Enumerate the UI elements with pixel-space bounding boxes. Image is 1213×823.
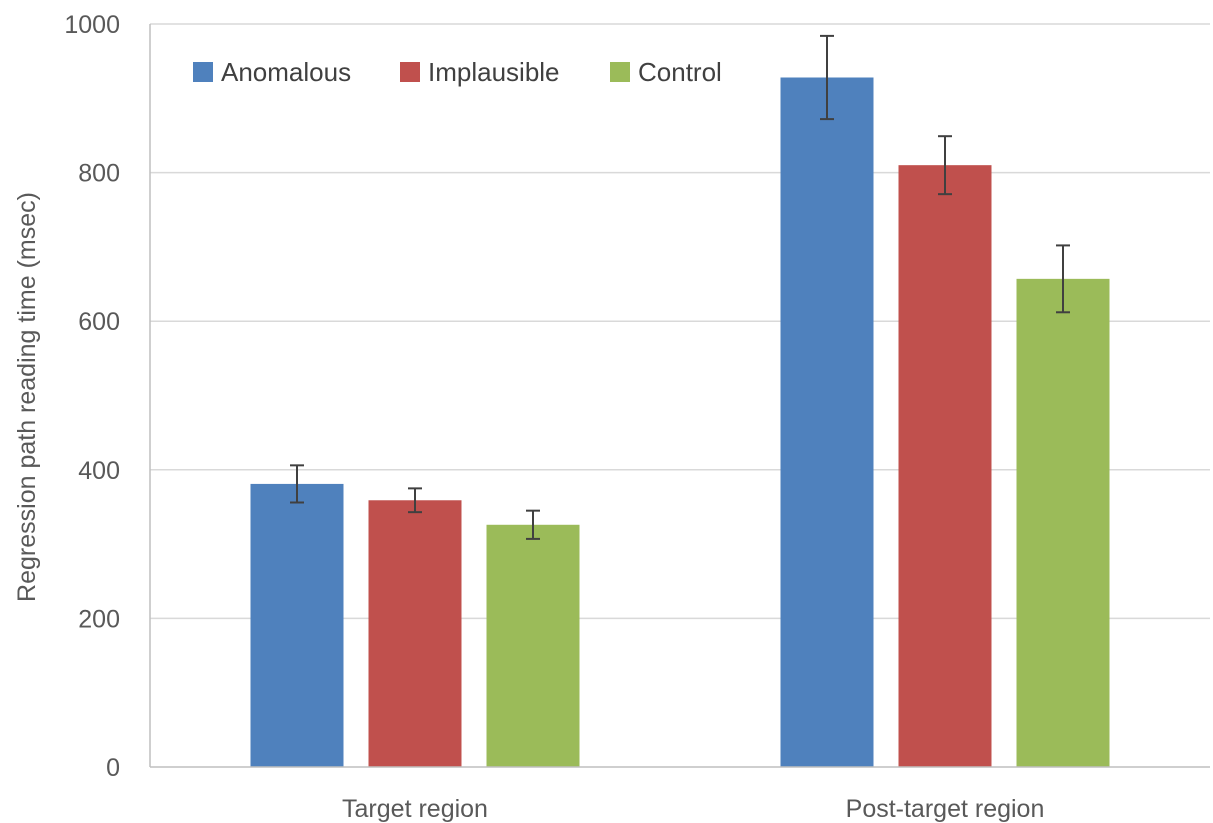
error-bars xyxy=(290,34,1070,540)
legend-swatch-control xyxy=(610,62,630,82)
bars xyxy=(250,77,1110,768)
bar-control-1 xyxy=(1016,278,1110,767)
x-tick-label: Post-target region xyxy=(846,795,1045,823)
bar-implausible-0 xyxy=(368,500,462,767)
y-tick-label: 1000 xyxy=(64,11,120,39)
y-tick-label: 800 xyxy=(78,160,120,188)
legend-label-control: Control xyxy=(638,57,722,87)
y-tick-label: 400 xyxy=(78,457,120,485)
bar-anomalous-1 xyxy=(780,77,874,768)
legend-label-anomalous: Anomalous xyxy=(221,57,351,87)
bar-anomalous-0 xyxy=(250,483,344,767)
x-tick-label: Target region xyxy=(342,795,488,823)
legend: Anomalous Implausible Control xyxy=(193,57,722,87)
y-tick-label: 600 xyxy=(78,308,120,336)
legend-swatch-anomalous xyxy=(193,62,213,82)
bar-implausible-1 xyxy=(898,165,992,768)
legend-swatch-implausible xyxy=(400,62,420,82)
y-axis-title: Regression path reading time (msec) xyxy=(13,192,41,602)
y-tick-label: 200 xyxy=(78,605,120,633)
axes: 0 200 400 600 800 1000 Target region Post-targe… xyxy=(64,11,1210,823)
legend-label-implausible: Implausible xyxy=(428,57,560,87)
bar-control-0 xyxy=(486,524,580,767)
y-tick-label: 0 xyxy=(106,754,120,782)
